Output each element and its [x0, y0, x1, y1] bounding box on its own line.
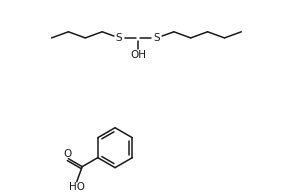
Text: OH: OH	[130, 50, 146, 60]
Text: O: O	[63, 149, 72, 159]
Text: HO: HO	[69, 182, 85, 192]
Text: S: S	[116, 33, 122, 43]
Text: S: S	[154, 33, 160, 43]
